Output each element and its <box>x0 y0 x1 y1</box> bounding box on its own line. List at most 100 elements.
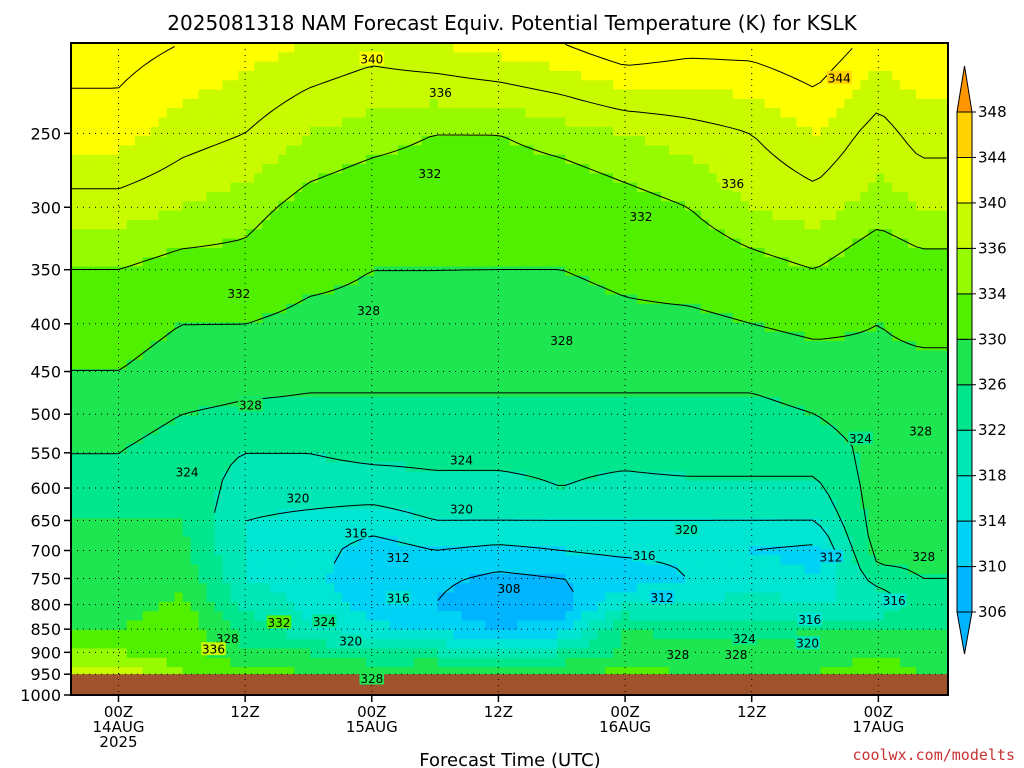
heat-cell <box>110 201 120 212</box>
heat-cell <box>381 238 391 249</box>
heat-cell <box>166 145 176 156</box>
heat-cell <box>222 145 232 156</box>
heat-cell <box>222 341 232 351</box>
heat-cell <box>94 145 104 156</box>
heat-cell <box>150 229 160 240</box>
heat-cell <box>71 452 80 463</box>
heat-cell <box>501 350 511 361</box>
heat-cell <box>453 350 463 361</box>
heat-cell <box>150 499 160 510</box>
heat-cell <box>621 648 630 659</box>
heat-cell <box>549 182 558 193</box>
heat-cell <box>190 201 200 212</box>
heat-cell <box>581 322 590 333</box>
heat-cell <box>493 247 503 258</box>
heat-cell <box>150 555 160 566</box>
heat-cell <box>318 164 327 174</box>
heat-cell <box>637 70 646 81</box>
heat-cell <box>222 247 232 258</box>
heat-cell <box>78 229 88 240</box>
heat-cell <box>581 443 590 454</box>
heat-cell <box>262 378 271 389</box>
heat-cell <box>222 387 232 398</box>
heat-cell <box>373 294 383 305</box>
heat-cell <box>613 518 622 528</box>
heat-cell <box>413 80 423 91</box>
heat-cell <box>397 415 407 426</box>
heat-cell <box>381 210 391 221</box>
heat-cell <box>573 611 582 622</box>
heat-cell <box>597 70 606 81</box>
heat-cell <box>453 145 463 156</box>
heat-cell <box>326 518 335 528</box>
heat-cell <box>94 117 104 128</box>
heat-cell <box>294 303 303 314</box>
heat-cell <box>358 117 367 128</box>
heat-cell <box>270 341 279 351</box>
heat-cell <box>334 164 343 174</box>
heat-cell <box>86 341 96 351</box>
heat-cell <box>238 369 247 379</box>
heat-cell <box>381 192 391 202</box>
heat-cell <box>190 219 200 230</box>
heat-cell <box>214 564 224 575</box>
heat-cell <box>110 229 120 240</box>
heat-cell <box>461 490 471 500</box>
heat-cell <box>86 331 96 342</box>
heat-cell <box>166 443 176 454</box>
heat-cell <box>429 620 439 631</box>
heat-cell <box>246 499 255 510</box>
heat-cell <box>182 583 192 594</box>
heat-cell <box>230 601 240 612</box>
heat-cell <box>110 303 120 314</box>
heat-cell <box>517 331 527 342</box>
heat-cell <box>413 145 423 156</box>
heat-cell <box>613 238 622 249</box>
heat-cell <box>541 126 550 137</box>
heat-cell <box>190 257 200 268</box>
heat-cell <box>150 238 160 249</box>
heat-cell <box>126 424 136 435</box>
heat-cell <box>621 499 630 510</box>
heat-cell <box>365 238 375 249</box>
heat-cell <box>509 592 519 603</box>
heat-cell <box>190 52 200 63</box>
heat-cell <box>246 322 255 333</box>
heat-cell <box>190 378 200 389</box>
heat-cell <box>501 527 511 538</box>
heat-cell <box>581 182 590 193</box>
heat-cell <box>613 303 622 314</box>
heat-cell <box>597 303 606 314</box>
heat-cell <box>509 462 519 473</box>
heat-cell <box>581 164 590 174</box>
heat-cell <box>381 611 391 622</box>
heat-cell <box>405 657 415 668</box>
heat-cell <box>270 164 279 174</box>
heat-cell <box>557 611 566 622</box>
heat-cell <box>533 80 542 91</box>
heat-cell <box>597 359 606 370</box>
heat-cell <box>126 564 136 575</box>
heat-cell <box>198 518 208 528</box>
heat-cell <box>238 145 247 156</box>
heat-cell <box>326 173 335 184</box>
heat-cell <box>174 583 184 594</box>
heat-cell <box>166 462 176 473</box>
heat-cell <box>525 499 535 510</box>
heat-cell <box>461 629 471 640</box>
heat-cell <box>373 117 383 128</box>
heat-cell <box>286 518 295 528</box>
heat-cell <box>358 145 367 156</box>
heat-cell <box>310 331 319 342</box>
heat-cell <box>102 247 112 258</box>
heat-cell <box>373 518 383 528</box>
heat-cell <box>294 322 303 333</box>
heat-cell <box>549 173 558 184</box>
heat-cell <box>262 434 271 445</box>
heat-cell <box>334 182 343 193</box>
heat-cell <box>238 192 247 202</box>
heat-cell <box>365 564 375 575</box>
heat-cell <box>373 219 383 230</box>
heat-cell <box>102 378 112 389</box>
heat-cell <box>222 415 232 426</box>
